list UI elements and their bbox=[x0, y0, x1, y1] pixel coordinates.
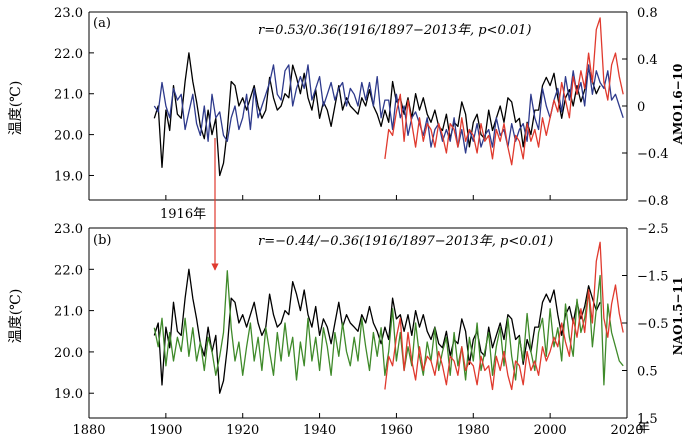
x-tick-label: 1940 bbox=[303, 423, 336, 438]
x-tick-label: 1920 bbox=[226, 423, 259, 438]
right-tick-label: −0.8 bbox=[637, 194, 669, 209]
panel-a-ylabel: 温度(℃) bbox=[8, 81, 24, 136]
right-tick-label: 0.8 bbox=[637, 6, 658, 21]
panel-b-series-line-2 bbox=[384, 241, 624, 391]
right-tick-label: −0.4 bbox=[637, 147, 669, 162]
panel-b-label: (b) bbox=[93, 233, 111, 248]
panel-a-left-axis: 23.0 22.0 21.0 20.0 19.0 bbox=[54, 6, 94, 184]
panel-b-ylabel: 温度(℃) bbox=[8, 289, 24, 344]
right-tick-label: −1.5 bbox=[637, 270, 669, 285]
x-tick-label: 2020 bbox=[610, 423, 643, 438]
panel-b-chart: (b) r=−0.44/−0.36(1916/1897−2013年, p<0.0… bbox=[8, 222, 685, 427]
left-tick-label: 22.0 bbox=[54, 263, 83, 278]
left-tick-label: 21.0 bbox=[54, 88, 83, 103]
x-tick-label: 2000 bbox=[534, 423, 567, 438]
panel-a-series-line-0 bbox=[153, 52, 601, 177]
year-1916-label: 1916年 bbox=[160, 207, 206, 222]
x-tick-label: 1900 bbox=[149, 423, 182, 438]
right-tick-label: 1.5 bbox=[637, 412, 658, 427]
panel-a-chart: (a) r=0.53/0.36(1916/1897−2013年, p<0.01)… bbox=[8, 6, 685, 209]
right-tick-label: 0 bbox=[637, 100, 645, 115]
right-tick-label: −2.5 bbox=[637, 222, 669, 237]
panel-a-label: (a) bbox=[93, 16, 111, 31]
left-tick-label: 19.0 bbox=[54, 387, 83, 402]
panel-b-y2label: NAO1.5−11 bbox=[671, 277, 685, 355]
left-tick-label: 20.0 bbox=[54, 129, 83, 144]
panel-b-series bbox=[153, 241, 624, 394]
panel-a-annotation: r=0.53/0.36(1916/1897−2013年, p<0.01) bbox=[258, 23, 531, 38]
right-tick-label: −0.5 bbox=[637, 317, 669, 332]
panel-b-series-line-0 bbox=[153, 268, 601, 394]
x-tick-label: 1880 bbox=[72, 423, 105, 438]
panel-a-y2label: AMO1.6−10 bbox=[671, 64, 685, 146]
x-tick-label: 1980 bbox=[457, 423, 490, 438]
x-tick-label: 1960 bbox=[380, 423, 413, 438]
right-tick-label: 0.4 bbox=[637, 53, 658, 68]
left-tick-label: 22.0 bbox=[54, 47, 83, 62]
panel-a-right-axis: 0.8 0.4 0 −0.4 −0.8 bbox=[622, 6, 669, 209]
panel-b-left-axis: 23.0 22.0 21.0 20.0 19.0 bbox=[54, 222, 94, 402]
x-axis: 1880 1900 1920 1940 1960 1980 2000 2020 bbox=[72, 423, 643, 438]
panel-a-series bbox=[153, 17, 624, 177]
panel-b-annotation: r=−0.44/−0.36(1916/1897−2013年, p<0.01) bbox=[258, 234, 553, 249]
panel-a-series-line-2 bbox=[384, 17, 624, 166]
left-tick-label: 23.0 bbox=[54, 222, 83, 237]
left-tick-label: 19.0 bbox=[54, 169, 83, 184]
panel-a-series-line-1 bbox=[153, 64, 624, 154]
left-tick-label: 21.0 bbox=[54, 305, 83, 320]
panel-b-series-line-1 bbox=[153, 270, 624, 386]
right-tick-label: 0.5 bbox=[637, 365, 658, 380]
x-unit-label: 年 bbox=[637, 421, 650, 436]
left-tick-label: 23.0 bbox=[54, 6, 83, 21]
left-tick-label: 20.0 bbox=[54, 346, 83, 361]
panel-b-right-axis: −2.5 −1.5 −0.5 0.5 1.5 bbox=[622, 222, 669, 427]
